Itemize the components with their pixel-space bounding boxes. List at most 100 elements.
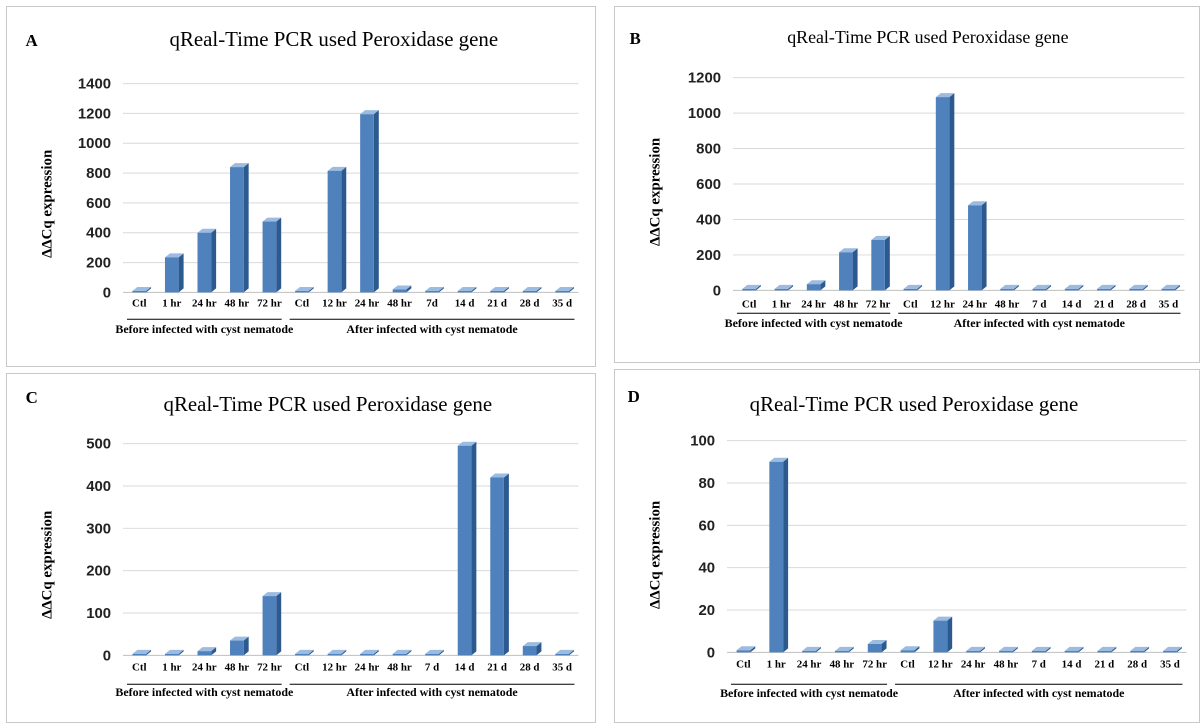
bar-side-b <box>917 284 923 291</box>
bar-side-a <box>211 228 217 293</box>
bar-side-b <box>1046 284 1052 291</box>
x-tick-label-d: 48 hr <box>830 658 855 670</box>
bar-side-a <box>406 285 412 293</box>
x-tick-label-d: Ctl <box>736 658 751 670</box>
chart-panel-c: C qReal-Time PCR used Peroxidase gene ΔΔ… <box>6 373 596 723</box>
y-tick-label-c: 100 <box>86 606 111 622</box>
bar-top-c <box>197 647 217 652</box>
y-axis-title-b: ΔΔCq expression <box>647 137 663 246</box>
bar-side-a <box>146 286 152 293</box>
bar-side-c <box>276 592 282 656</box>
bar-b <box>968 205 982 291</box>
bar-top-b <box>1129 284 1148 289</box>
bar-side-b <box>884 235 890 291</box>
x-tick-label-b: 12 hr <box>930 298 955 310</box>
bar-top-d <box>736 646 756 651</box>
bar-top-d <box>900 646 920 651</box>
panel-label-d: D <box>628 387 640 406</box>
bar-top-b <box>903 284 923 289</box>
x-tick-label-c: 12 hr <box>322 661 347 673</box>
bar-c <box>230 640 244 656</box>
bar-c <box>360 653 374 656</box>
x-tick-label-b: 28 d <box>1126 298 1146 310</box>
bar-top-d <box>834 646 854 651</box>
x-tick-label-b: 1 hr <box>772 298 791 310</box>
x-tick-label-d: 21 d <box>1095 658 1115 670</box>
bar-side-a <box>438 286 444 293</box>
group-label-b: After infected with cyst nematode <box>954 316 1125 330</box>
x-tick-label-d: 7 d <box>1032 658 1046 670</box>
bar-b <box>1000 288 1014 291</box>
y-tick-label-a: 800 <box>86 166 111 182</box>
chart-panel-b: B qReal-Time PCR used Peroxidase gene ΔΔ… <box>614 6 1200 363</box>
bar-c <box>392 653 407 656</box>
x-tick-label-a: 21 d <box>487 297 507 309</box>
x-tick-label-d: 48 hr <box>994 658 1019 670</box>
bar-top-c <box>490 473 509 478</box>
x-tick-label-b: Ctl <box>903 298 918 310</box>
x-tick-label-b: 24 hr <box>963 298 988 310</box>
bar-side-d <box>1111 646 1117 653</box>
bar-d <box>1097 650 1112 653</box>
group-label-a: After infected with cyst nematode <box>346 322 517 336</box>
bar-d <box>1163 650 1177 653</box>
panel-label-c: C <box>26 388 38 407</box>
bar-top-d <box>1130 646 1150 651</box>
bar-d <box>769 461 784 653</box>
bar-top-a <box>327 166 347 171</box>
y-tick-label-d: 40 <box>698 561 715 577</box>
x-tick-label-a: 24 hr <box>355 297 380 309</box>
group-label-c: Before infected with cyst nematode <box>115 685 293 699</box>
bar-top-c <box>425 649 444 654</box>
chart-a-svg: A qReal-Time PCR used Peroxidase gene ΔΔ… <box>26 27 579 336</box>
bar-top-b <box>871 235 890 240</box>
bar-c <box>197 651 212 656</box>
bar-side-c <box>536 642 542 656</box>
bar-top-d <box>802 646 821 651</box>
x-tick-label-a: 35 d <box>552 297 572 309</box>
bar-side-c <box>503 473 509 656</box>
bar-top-b <box>935 93 955 98</box>
bar-d <box>966 650 981 653</box>
x-tick-label-c: 14 d <box>455 661 475 673</box>
x-tick-label-c: 7 d <box>425 661 439 673</box>
y-tick-label-b: 600 <box>696 177 721 193</box>
x-tick-label-a: 7d <box>426 297 438 309</box>
bar-top-b <box>1097 284 1116 289</box>
chart-title-b: qReal-Time PCR used Peroxidase gene <box>787 27 1068 47</box>
y-tick-label-c: 300 <box>86 521 111 537</box>
x-tick-label-b: 35 d <box>1158 298 1178 310</box>
bar-side-c <box>438 649 444 656</box>
bar-top-c <box>164 649 184 654</box>
x-tick-label-a: Ctl <box>295 297 310 309</box>
y-tick-label-d: 60 <box>698 518 715 534</box>
y-tick-label-b: 1000 <box>688 106 721 122</box>
bar-b <box>903 288 918 291</box>
x-tick-label-a: 1 hr <box>162 297 181 309</box>
y-tick-label-b: 400 <box>696 212 721 228</box>
bar-top-b <box>1161 284 1181 289</box>
bar-b <box>1097 288 1111 291</box>
bar-side-c <box>243 636 249 656</box>
bar-top-b <box>1032 284 1052 289</box>
bar-a <box>197 232 212 293</box>
bar-side-c <box>146 649 152 656</box>
x-tick-label-b: 14 d <box>1062 298 1082 310</box>
y-tick-label-b: 200 <box>696 248 721 264</box>
y-axis-title-c: ΔΔCq expression <box>39 510 55 619</box>
y-tick-label-c: 500 <box>86 437 111 453</box>
x-tick-label-d: 14 d <box>1062 658 1082 670</box>
x-tick-label-a: 24 hr <box>192 297 217 309</box>
group-label-d: After infected with cyst nematode <box>953 686 1124 700</box>
x-tick-label-c: 35 d <box>552 661 572 673</box>
bar-top-d <box>1163 646 1182 651</box>
x-tick-label-d: 1 hr <box>767 658 786 670</box>
bar-b <box>935 97 950 291</box>
x-tick-label-d: 35 d <box>1160 658 1180 670</box>
bar-b <box>774 288 789 291</box>
bar-b <box>839 252 853 291</box>
bar-side-c <box>178 649 184 656</box>
bar-top-a <box>425 286 444 291</box>
bar-c <box>262 596 277 656</box>
bar-side-d <box>1012 646 1018 653</box>
